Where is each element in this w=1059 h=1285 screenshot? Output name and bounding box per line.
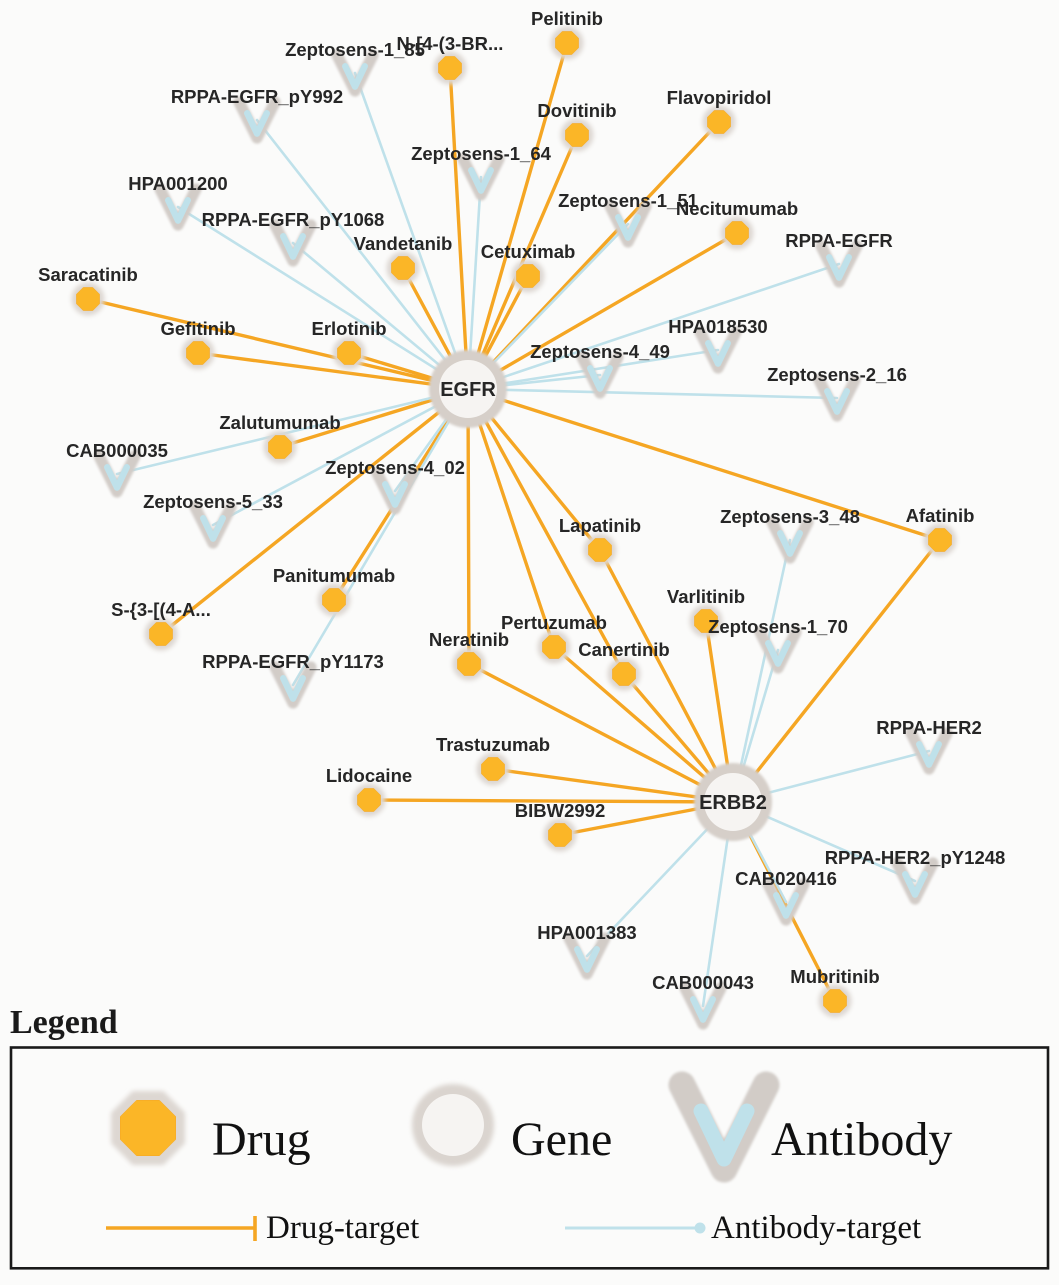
svg-text:EGFR: EGFR (440, 379, 496, 401)
svg-text:Zeptosens-4_02: Zeptosens-4_02 (325, 457, 465, 478)
svg-text:RPPA-EGFR_pY1068: RPPA-EGFR_pY1068 (202, 209, 385, 230)
svg-text:Zeptosens-1_70: Zeptosens-1_70 (708, 616, 848, 637)
svg-text:HPA018530: HPA018530 (668, 316, 767, 337)
svg-text:Gene: Gene (511, 1113, 612, 1166)
svg-text:RPPA-EGFR_pY1173: RPPA-EGFR_pY1173 (202, 651, 384, 672)
svg-text:RPPA-HER2: RPPA-HER2 (876, 717, 982, 738)
svg-text:RPPA-EGFR_pY992: RPPA-EGFR_pY992 (171, 86, 343, 107)
svg-text:BIBW2992: BIBW2992 (515, 800, 605, 821)
svg-text:Vandetanib: Vandetanib (354, 233, 453, 254)
svg-text:Canertinib: Canertinib (578, 639, 669, 660)
svg-text:HPA001383: HPA001383 (537, 922, 636, 943)
svg-text:Lidocaine: Lidocaine (326, 765, 412, 786)
svg-text:Mubritinib: Mubritinib (790, 966, 879, 987)
svg-text:Neratinib: Neratinib (429, 629, 509, 650)
svg-text:RPPA-HER2_pY1248: RPPA-HER2_pY1248 (825, 847, 1006, 868)
svg-text:Cetuximab: Cetuximab (481, 241, 576, 262)
svg-text:Zeptosens-1_64: Zeptosens-1_64 (411, 143, 552, 164)
svg-text:Afatinib: Afatinib (906, 505, 975, 526)
svg-text:RPPA-EGFR: RPPA-EGFR (785, 230, 893, 251)
svg-text:Trastuzumab: Trastuzumab (436, 734, 550, 755)
svg-text:HPA001200: HPA001200 (128, 173, 227, 194)
svg-text:Pertuzumab: Pertuzumab (501, 612, 607, 633)
svg-text:Drug: Drug (212, 1113, 311, 1166)
svg-text:Drug-target: Drug-target (266, 1210, 419, 1246)
svg-text:Zeptosens-5_33: Zeptosens-5_33 (143, 491, 283, 512)
svg-text:Zeptosens-2_16: Zeptosens-2_16 (767, 364, 907, 385)
svg-text:Zeptosens-1_85: Zeptosens-1_85 (285, 39, 425, 60)
svg-text:CAB000035: CAB000035 (66, 440, 168, 461)
svg-text:S-{3-[(4-A...: S-{3-[(4-A... (111, 599, 211, 620)
svg-text:Saracatinib: Saracatinib (38, 264, 138, 285)
svg-text:Zeptosens-4_49: Zeptosens-4_49 (530, 341, 670, 362)
svg-text:Legend: Legend (10, 1004, 118, 1041)
svg-text:ERBB2: ERBB2 (699, 792, 767, 814)
svg-text:Erlotinib: Erlotinib (311, 318, 386, 339)
svg-text:Varlitinib: Varlitinib (667, 586, 745, 607)
svg-text:Panitumumab: Panitumumab (273, 565, 395, 586)
svg-text:Antibody-target: Antibody-target (711, 1210, 921, 1246)
svg-text:Dovitinib: Dovitinib (537, 100, 616, 121)
svg-text:Antibody: Antibody (771, 1113, 952, 1166)
svg-text:CAB000043: CAB000043 (652, 972, 754, 993)
svg-text:Gefitinib: Gefitinib (160, 318, 235, 339)
svg-text:Zeptosens-1_51: Zeptosens-1_51 (558, 190, 698, 211)
svg-text:Zeptosens-3_48: Zeptosens-3_48 (720, 506, 860, 527)
svg-text:CAB020416: CAB020416 (735, 868, 837, 889)
svg-text:Pelitinib: Pelitinib (531, 8, 603, 29)
svg-text:Zalutumumab: Zalutumumab (219, 412, 340, 433)
svg-text:Lapatinib: Lapatinib (559, 515, 641, 536)
svg-text:Flavopiridol: Flavopiridol (667, 87, 772, 108)
